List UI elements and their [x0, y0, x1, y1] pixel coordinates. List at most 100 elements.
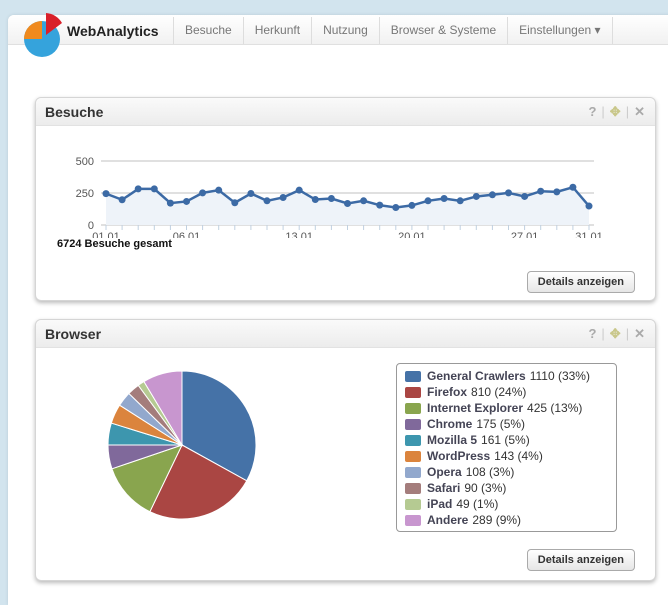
- data-point: [102, 190, 110, 198]
- data-point: [440, 195, 448, 203]
- page: WebAnalytics Besuche Herkunft Nutzung Br…: [8, 13, 668, 605]
- data-point: [472, 192, 480, 200]
- nav-nutzung[interactable]: Nutzung: [312, 17, 380, 44]
- legend-label: Internet Explorer: [427, 401, 524, 415]
- legend-label: Opera: [427, 465, 462, 479]
- legend-swatch: [405, 402, 421, 414]
- data-point: [376, 201, 384, 209]
- data-point: [569, 183, 577, 191]
- legend-swatch: [405, 466, 421, 478]
- legend-swatch: [405, 370, 421, 382]
- data-point: [295, 186, 303, 194]
- x-tick-label: 20.01: [398, 231, 426, 238]
- data-point: [247, 190, 255, 198]
- legend-label: General Crawlers: [427, 369, 526, 383]
- legend-swatch: [405, 434, 421, 446]
- panel-header: Besuche ? | ✥ | ✕: [36, 98, 655, 126]
- legend-item[interactable]: Safari 90 (3%): [405, 480, 608, 496]
- y-tick-label: 0: [88, 220, 94, 232]
- data-point: [166, 199, 174, 207]
- data-point: [456, 197, 464, 205]
- legend-label: iPad: [427, 497, 453, 511]
- data-point: [585, 202, 593, 210]
- close-icon[interactable]: ✕: [634, 326, 645, 341]
- legend-swatch: [405, 482, 421, 494]
- data-point: [118, 196, 126, 204]
- main-nav: Besuche Herkunft Nutzung Browser & Syste…: [173, 17, 613, 44]
- x-tick-label: 01.01: [92, 231, 120, 238]
- data-point: [537, 187, 545, 195]
- legend-item[interactable]: Mozilla 5 161 (5%): [405, 432, 608, 448]
- nav-besuche[interactable]: Besuche: [174, 17, 244, 44]
- legend-value: 143 (4%): [494, 449, 543, 463]
- data-point: [150, 185, 158, 193]
- pie-slice: [143, 370, 183, 447]
- legend-value: 108 (3%): [465, 465, 515, 479]
- legend-item[interactable]: iPad 49 (1%): [405, 496, 608, 512]
- legend-value: 90 (3%): [464, 481, 507, 495]
- legend-value: 289 (9%): [472, 513, 522, 527]
- close-icon[interactable]: ✕: [634, 104, 645, 119]
- visits-chart: 0 250 500 01.01 06.01 13.01 20.01 27.01 31.01: [76, 156, 603, 238]
- legend-item[interactable]: Chrome 175 (5%): [405, 416, 608, 432]
- data-point: [505, 189, 512, 197]
- legend-value: 49 (1%): [456, 497, 499, 511]
- visits-details-button[interactable]: Details anzeigen: [526, 271, 635, 293]
- legend-value: 425 (13%): [527, 401, 583, 415]
- panel-title: Browser: [45, 326, 102, 342]
- browser-pie-chart: [107, 370, 257, 520]
- data-point: [488, 191, 496, 199]
- legend-swatch: [405, 418, 421, 430]
- data-point: [215, 186, 223, 194]
- nav-browser-systeme[interactable]: Browser & Systeme: [380, 17, 509, 44]
- visits-total: 6724 Besuche gesamt: [57, 238, 172, 250]
- logo-pie-icon: [24, 13, 62, 57]
- data-point: [183, 197, 190, 205]
- legend-item[interactable]: Opera 108 (3%): [405, 464, 608, 480]
- visits-panel: Besuche ? | ✥ | ✕ 0 250 500 01.01 06.01 13.01 20…: [35, 97, 656, 301]
- legend-value: 161 (5%): [481, 433, 530, 447]
- legend-item[interactable]: General Crawlers 1110 (33%): [405, 368, 608, 384]
- legend-item[interactable]: Internet Explorer 425 (13%): [405, 400, 608, 416]
- panel-title: Besuche: [45, 104, 104, 120]
- data-point: [327, 195, 335, 203]
- nav-herkunft[interactable]: Herkunft: [244, 17, 313, 44]
- legend-label: Mozilla 5: [427, 433, 478, 447]
- panel-header: Browser ? | ✥ | ✕: [36, 320, 655, 348]
- data-point: [408, 201, 416, 209]
- legend-item[interactable]: WordPress 143 (4%): [405, 448, 608, 464]
- legend-label: Chrome: [427, 417, 473, 431]
- browser-details-button[interactable]: Details anzeigen: [526, 549, 635, 571]
- move-icon[interactable]: ✥: [609, 326, 621, 341]
- legend-swatch: [405, 386, 421, 398]
- browser-panel: Browser ? | ✥ | ✕ General Crawlers 1110 (33…: [35, 319, 656, 581]
- legend-label: Safari: [427, 481, 461, 495]
- help-icon[interactable]: ?: [588, 104, 597, 119]
- legend-value: 1110 (33%): [529, 369, 590, 383]
- data-point: [134, 185, 142, 193]
- data-point: [521, 192, 529, 200]
- x-tick-label: 13.01: [285, 231, 313, 238]
- pie-slice: [111, 444, 183, 513]
- x-tick-label: 06.01: [173, 231, 201, 238]
- legend-item[interactable]: Andere 289 (9%): [405, 512, 608, 528]
- legend-value: 175 (5%): [476, 417, 526, 431]
- legend-label: Firefox: [427, 385, 468, 399]
- data-point: [199, 189, 207, 197]
- y-tick-label: 500: [76, 156, 94, 168]
- x-tick-label: 27.01: [511, 231, 539, 238]
- pie-slice: [149, 444, 248, 520]
- legend-item[interactable]: Firefox 810 (24%): [405, 384, 608, 400]
- move-icon[interactable]: ✥: [609, 104, 621, 119]
- data-point: [392, 203, 400, 211]
- legend-swatch: [405, 498, 421, 510]
- pie-legend: General Crawlers 1110 (33%) Firefox 810 (24…: [396, 363, 617, 532]
- nav-einstellungen[interactable]: Einstellungen ▾: [508, 17, 613, 44]
- y-tick-label: 250: [76, 188, 94, 200]
- data-point: [344, 199, 351, 207]
- legend-swatch: [405, 450, 421, 462]
- app-title: WebAnalytics: [67, 23, 159, 39]
- help-icon[interactable]: ?: [588, 326, 597, 341]
- pie-slice: [181, 370, 257, 482]
- data-point: [263, 197, 271, 205]
